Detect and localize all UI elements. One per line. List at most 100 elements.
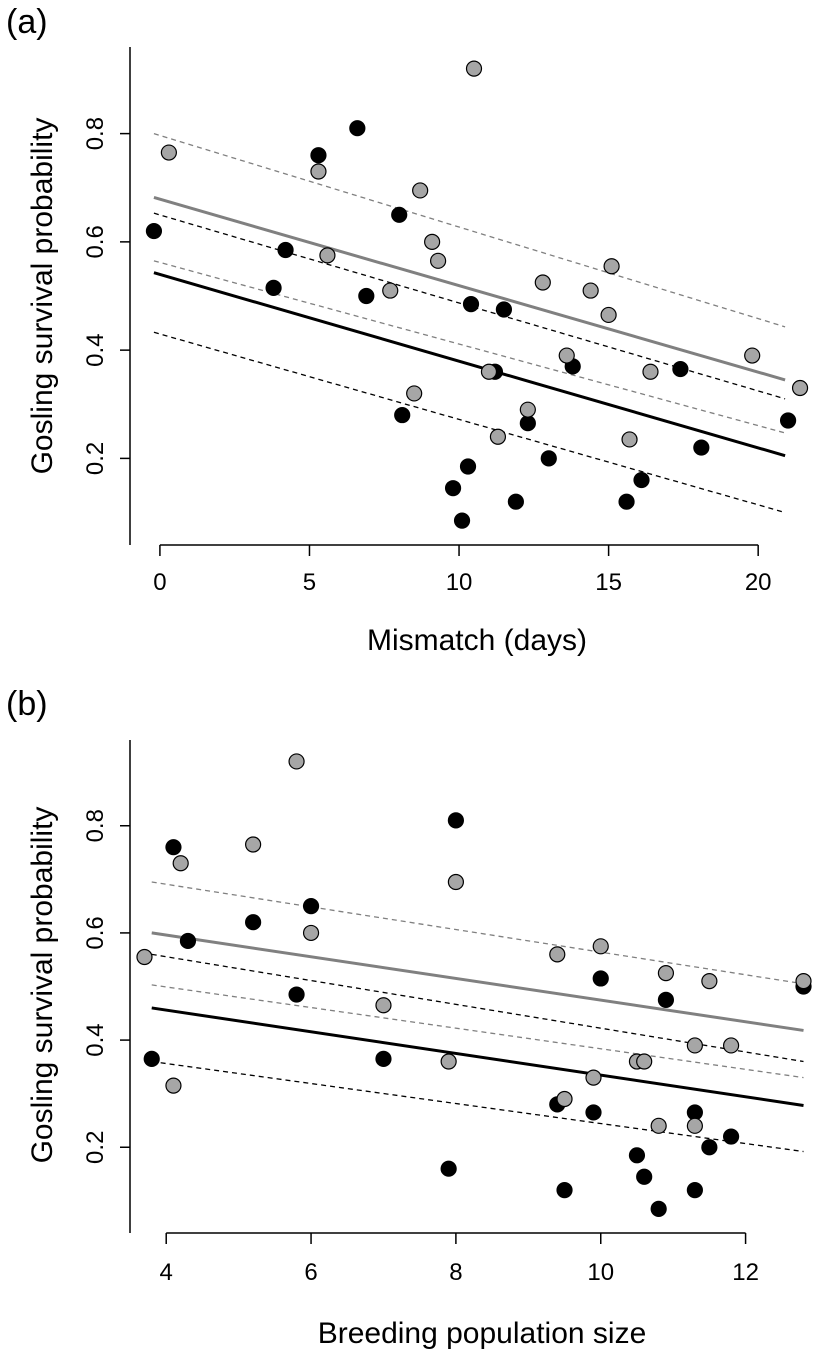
panel-b-gray-ci-lower-line	[152, 985, 804, 1078]
panel-b-gray-ci-upper-line	[152, 882, 804, 984]
panel-a-x-tick-label: 5	[303, 569, 316, 596]
panel-a-gray-point	[383, 283, 398, 298]
panel-b-gray-point	[658, 966, 673, 981]
panel-a-black-point	[455, 513, 470, 528]
panel-a-black-point	[619, 494, 634, 509]
panel-a-black-point	[311, 148, 326, 163]
panel-a-y-tick-label: 0.2	[82, 442, 109, 475]
panel-a-gray-point	[481, 364, 496, 379]
panel-b-black-point	[166, 840, 181, 855]
panel-b-black-fit-line	[152, 1008, 804, 1106]
panel-a-x-tick-label: 20	[745, 569, 772, 596]
panel-a-black-point	[694, 440, 709, 455]
panel-a-label: (a)	[6, 3, 48, 41]
panel-a-y-axis-title: Gosling survival probability	[26, 118, 59, 475]
panel-b-gray-point	[166, 1078, 181, 1093]
panel-a-gray-point	[425, 234, 440, 249]
panel-b-gray-point	[687, 1118, 702, 1133]
panel-b-black-point	[376, 1051, 391, 1066]
panel-a-black-point	[673, 362, 688, 377]
panel-b-gray-point	[289, 754, 304, 769]
panel-b-gray-point	[687, 1038, 702, 1053]
panel-b-black-point	[144, 1051, 159, 1066]
panel-b-gray-point	[376, 998, 391, 1013]
panel-b-gray-point	[441, 1054, 456, 1069]
panel-b-black-point	[629, 1148, 644, 1163]
panel-a-gray-point	[583, 283, 598, 298]
panel-b-gray-point	[304, 925, 319, 940]
panel-b-gray-point	[586, 1070, 601, 1085]
panel-b-black-point	[658, 992, 673, 1007]
panel-b-black-point	[289, 987, 304, 1002]
panel-b-gray-point	[593, 939, 608, 954]
panel-a-gray-point	[407, 386, 422, 401]
panel-a-gray-fit-line	[154, 197, 785, 379]
panel-b-black-point	[687, 1183, 702, 1198]
panel-a-gray-point	[490, 429, 505, 444]
panel-a-plot-area: 0 5 10 15 20 0.2 0.4 0.6 0.8	[82, 47, 808, 596]
panel-a-gray-point	[520, 402, 535, 417]
panel-a-y-tick-label: 0.4	[82, 333, 109, 366]
panel-b-y-tick-label: 0.2	[82, 1131, 109, 1164]
panel-a-gray-point	[320, 248, 335, 263]
panel-b-gray-point	[137, 950, 152, 965]
panel-b-black-point	[448, 813, 463, 828]
panel-a-gray-point	[601, 307, 616, 322]
panel-a-gray-point	[622, 432, 637, 447]
panel-b-black-point	[246, 915, 261, 930]
panel-b-black-point	[557, 1183, 572, 1198]
panel-b-y-tick-label: 0.4	[82, 1023, 109, 1056]
panel-b-gray-point	[724, 1038, 739, 1053]
panel-b-x-tick-label: 12	[732, 1259, 759, 1286]
panel-b-x-axis-title: Breeding population size	[318, 1317, 647, 1350]
panel-a-gray-point	[311, 164, 326, 179]
panel-a-black-point	[446, 481, 461, 496]
panel-a-y-tick-label: 0.6	[82, 225, 109, 258]
panel-a-black-point	[461, 459, 476, 474]
panel-b-black-ci-upper-line	[152, 954, 804, 1061]
panel-a-x-tick-label: 10	[446, 569, 473, 596]
panel-a-y-tick-label: 0.8	[82, 117, 109, 150]
panel-a-black-point	[541, 451, 556, 466]
panel-b-black-point	[441, 1161, 456, 1176]
panel-a-gray-point	[413, 183, 428, 198]
panel-b-x-tick-label: 6	[304, 1259, 317, 1286]
panel-b-black-point	[593, 971, 608, 986]
panel-a: (a) Gosling survival probability Mismatc…	[6, 3, 808, 657]
panel-a-black-point	[266, 280, 281, 295]
panel-b-black-point	[702, 1140, 717, 1155]
panel-b-plot-area: 4 6 8 10 12 0.2 0.4 0.6 0.8	[82, 740, 811, 1286]
panel-b-black-point	[724, 1129, 739, 1144]
panel-b-gray-point	[651, 1118, 666, 1133]
panel-b-gray-point	[796, 974, 811, 989]
panel-b-black-point	[304, 899, 319, 914]
panel-a-gray-point	[535, 275, 550, 290]
panel-b-black-point	[180, 933, 195, 948]
panel-a-black-point	[781, 413, 796, 428]
panel-b-label: (b)	[6, 685, 48, 723]
panel-a-gray-point	[793, 381, 808, 396]
panel-a-gray-point	[467, 61, 482, 76]
panel-a-black-point	[359, 289, 374, 304]
panel-a-black-point	[634, 473, 649, 488]
panel-a-black-point	[496, 302, 511, 317]
panel-a-x-tick-label: 15	[595, 569, 622, 596]
panel-b-black-point	[687, 1105, 702, 1120]
panel-b-gray-point	[246, 837, 261, 852]
panel-b-black-point	[637, 1169, 652, 1184]
panel-b-gray-point	[637, 1054, 652, 1069]
panel-a-gray-point	[559, 348, 574, 363]
panel-b-black-point	[586, 1105, 601, 1120]
panel-a-gray-point	[745, 348, 760, 363]
panel-a-black-point	[392, 207, 407, 222]
panel-b-y-tick-label: 0.6	[82, 916, 109, 949]
panel-b-black-ci-lower-line	[152, 1062, 804, 1152]
panel-a-gray-point	[431, 253, 446, 268]
panel-b-gray-point	[173, 856, 188, 871]
panel-a-black-point	[146, 224, 161, 239]
panel-a-gray-point	[643, 364, 658, 379]
panel-a-x-axis-title: Mismatch (days)	[367, 624, 587, 657]
panel-b-gray-point	[702, 974, 717, 989]
panel-a-black-point	[395, 408, 410, 423]
panel-b-y-axis-title: Gosling survival probability	[26, 807, 59, 1164]
